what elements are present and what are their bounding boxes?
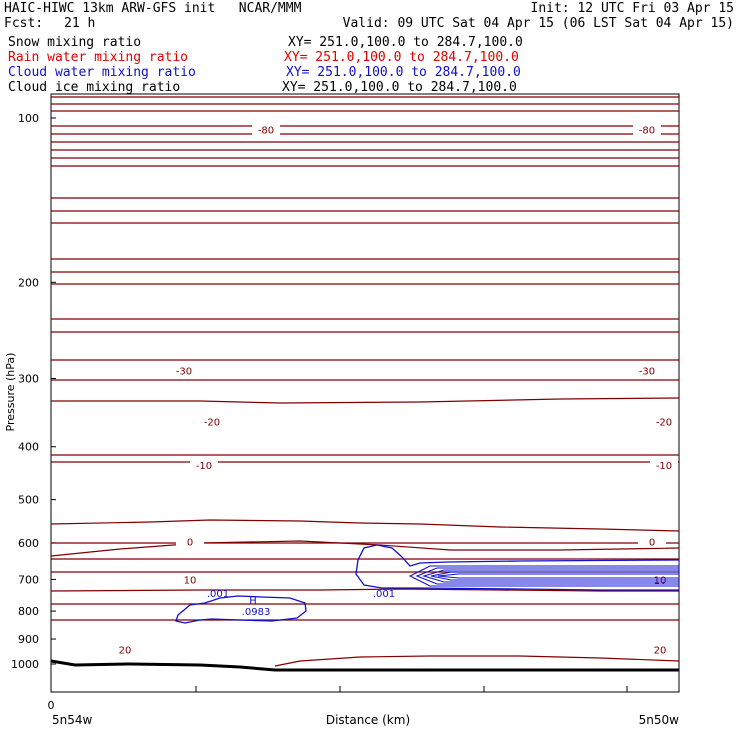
temperature-contours: -80 -80 -30 -30 -20 -20 -10 -10 0 0 10 10 20 20 bbox=[50, 96, 680, 667]
y-tick-label: 300 bbox=[18, 373, 39, 386]
contour-label-bg bbox=[170, 364, 198, 377]
contour-label-bg bbox=[176, 573, 204, 586]
isotherm-line bbox=[50, 588, 679, 592]
cloud-water-contour bbox=[408, 565, 679, 587]
y-tick-label: 600 bbox=[18, 537, 39, 550]
cloud-water-label: .001 bbox=[207, 589, 229, 600]
y-tick-label: 900 bbox=[18, 633, 39, 646]
y-tick-label: 100 bbox=[18, 112, 39, 125]
cloud-water-contour bbox=[422, 569, 679, 583]
y-tick-label: 800 bbox=[18, 605, 39, 618]
y-tick-label: 200 bbox=[18, 276, 39, 289]
cloud-water-label: .001 bbox=[373, 589, 395, 600]
y-tick-label: 400 bbox=[18, 441, 39, 454]
field-name-cloud-water: Cloud water mixing ratio bbox=[8, 65, 196, 80]
cloud-water-contour bbox=[430, 571, 679, 581]
x-axis-left-location: 5n54w bbox=[52, 713, 93, 727]
cloud-water-contour bbox=[437, 573, 679, 579]
field-name-snow: Snow mixing ratio bbox=[8, 35, 142, 50]
isotherm-label: -20 bbox=[656, 418, 672, 429]
y-axis-title: Pressure (hPa) bbox=[4, 353, 17, 432]
contour-label-bg bbox=[252, 123, 280, 136]
plot-frame bbox=[50, 93, 680, 693]
contour-label-bg bbox=[650, 458, 678, 471]
contour-label-bg bbox=[633, 364, 661, 377]
surface-terrain-line bbox=[50, 659, 679, 672]
header-init: Init: 12 UTC Fri 03 Apr 15 bbox=[530, 1, 735, 16]
header-fcst-value: 21 h bbox=[64, 16, 96, 31]
header-valid: Valid: 09 UTC Sat 04 Apr 15 (06 LST Sat … bbox=[342, 16, 734, 31]
contour-label-bg bbox=[190, 458, 218, 471]
y-tick-label: 500 bbox=[18, 494, 39, 507]
isotherm-label: -10 bbox=[656, 461, 672, 472]
contour-label-bg bbox=[646, 643, 674, 656]
contour-label-bg bbox=[198, 415, 226, 428]
contour-label-bg bbox=[650, 415, 678, 428]
contour-label-bg bbox=[633, 123, 661, 136]
terrain-line bbox=[50, 659, 679, 672]
isotherm-label: 20 bbox=[119, 645, 132, 656]
contour-label-bg bbox=[111, 643, 139, 656]
cloud-water-contour bbox=[415, 567, 679, 585]
x-axis bbox=[50, 686, 628, 692]
isotherm-label: 0 bbox=[649, 538, 655, 549]
isotherm-label: 10 bbox=[654, 575, 667, 586]
isotherm-label: -80 bbox=[258, 126, 274, 137]
isotherm-label: 10 bbox=[184, 575, 197, 586]
field-xy-snow: XY= 251.0,100.0 to 284.7,100.0 bbox=[288, 35, 523, 50]
cloud-water-contour bbox=[355, 544, 680, 591]
cloud-water-contours: .001 H.0983 .001 bbox=[175, 544, 680, 624]
cloud-water-label: H bbox=[249, 596, 257, 607]
contour-label-bg bbox=[638, 535, 666, 548]
y-axis: 100 200 300 400 500 600 700 800 900 1000 bbox=[11, 112, 56, 671]
isotherm-label: 20 bbox=[654, 645, 667, 656]
contour-label-bg bbox=[176, 535, 204, 548]
header-title: HAIC-HIWC 13km ARW-GFS init NCAR/MMM bbox=[4, 1, 302, 16]
cloud-water-label: .0983 bbox=[242, 607, 271, 618]
x-axis-right-location: 5n50w bbox=[639, 713, 680, 727]
y-tick-label: 700 bbox=[18, 573, 39, 586]
header-fcst-label: Fcst: bbox=[4, 16, 44, 31]
x-axis-origin-label: 0 bbox=[48, 699, 55, 712]
isotherm-label: -20 bbox=[204, 418, 220, 429]
field-xy-cloud-ice: XY= 251.0,100.0 to 284.7,100.0 bbox=[282, 80, 517, 95]
isotherm-label: -30 bbox=[639, 366, 655, 377]
y-tick-label: 1000 bbox=[11, 658, 39, 671]
cloud-water-contour bbox=[175, 595, 307, 624]
isotherm-label: -10 bbox=[196, 461, 212, 472]
isotherm-label: -80 bbox=[639, 126, 655, 137]
field-xy-cloud-water: XY= 251.0,100.0 to 284.7,100.0 bbox=[286, 65, 521, 80]
field-name-cloud-ice: Cloud ice mixing ratio bbox=[8, 80, 181, 95]
isotherm-line bbox=[50, 519, 680, 532]
isotherm-line bbox=[274, 655, 680, 667]
isotherm-label: 0 bbox=[187, 538, 193, 549]
isotherm-label: -30 bbox=[176, 366, 192, 377]
field-xy-rain: XY= 251.0,100.0 to 284.7,100.0 bbox=[284, 50, 519, 65]
isotherm-line bbox=[50, 540, 680, 557]
isotherm-line bbox=[51, 397, 680, 404]
x-axis-title: Distance (km) bbox=[326, 713, 410, 727]
field-name-rain: Rain water mixing ratio bbox=[8, 50, 189, 65]
